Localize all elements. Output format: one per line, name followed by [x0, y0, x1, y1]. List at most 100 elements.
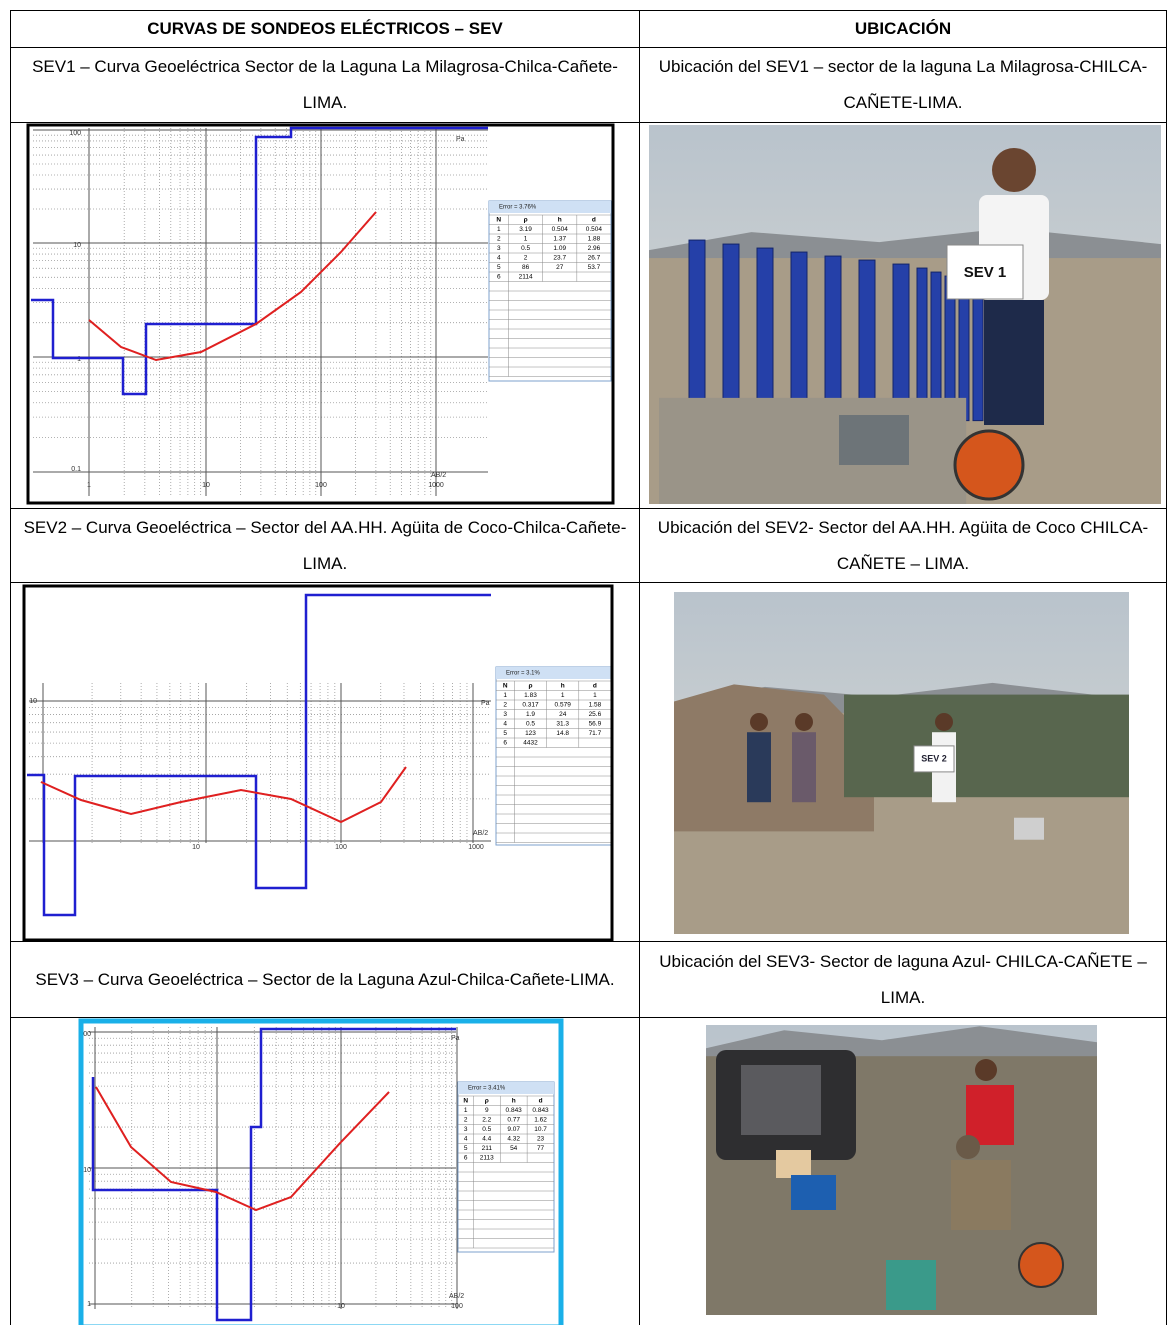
- inset-col-header: ρ: [485, 1097, 489, 1104]
- inset-cell: 4: [464, 1135, 468, 1142]
- screenshot-border: [22, 584, 614, 941]
- inset-title: Error = 3.41%: [468, 1086, 506, 1092]
- inset-cell: 2.2: [482, 1116, 491, 1123]
- head: [975, 1059, 997, 1081]
- inset-cell: 0.843: [506, 1107, 523, 1114]
- inset-cell: 1.88: [588, 235, 601, 242]
- inset-cell: 26.7: [588, 254, 601, 261]
- inset-col-header: N: [463, 1097, 468, 1104]
- inset-cell: 0.5: [526, 720, 535, 727]
- blue-post: [892, 263, 910, 422]
- inset-cell: 1.58: [589, 701, 602, 708]
- inset-cell: 56.9: [589, 720, 602, 727]
- inset-cell: 1: [524, 235, 528, 242]
- inset-titlebar: [496, 667, 611, 679]
- y-tick-label: 100: [69, 130, 81, 137]
- inset-col-header: ρ: [528, 682, 532, 689]
- inset-col-header: ρ: [524, 216, 528, 223]
- layer-model: [91, 1027, 456, 1322]
- cable-reel: [1018, 1242, 1064, 1288]
- x-tick-label: 1000: [428, 482, 444, 489]
- y-axis-label: Pa: [456, 136, 465, 143]
- caption: SEV2 – Curva Geoeléctrica – Sector del A…: [10, 508, 640, 583]
- inset-cell: 2114: [519, 273, 533, 280]
- cooler: [791, 1175, 836, 1210]
- inset-window: [457, 1081, 555, 1253]
- inset-window: [495, 666, 612, 846]
- geoelectric-curve: 10 100 1000 10 AB/2 Pa Error = 3.1% N ρ h d 1 1.83 1 1…: [22, 584, 614, 941]
- inset-cell: 0.5: [482, 1126, 491, 1133]
- blue-post: [824, 255, 842, 422]
- inset-cell: 25.6: [589, 711, 602, 718]
- inset-cell: 1: [561, 692, 565, 699]
- x-tick-label: 10: [337, 1303, 345, 1310]
- inset-cell: 0.5: [521, 245, 530, 252]
- layer-model: [27, 593, 491, 917]
- x-tick-label: 100: [315, 482, 327, 489]
- inset-cell: 0.317: [522, 701, 539, 708]
- inset-col-header: d: [539, 1097, 543, 1104]
- blue-post: [688, 239, 706, 422]
- x-tick-label: 10: [192, 844, 200, 851]
- inset-cell: 14.8: [556, 730, 569, 737]
- inset-cell: 3: [464, 1126, 468, 1133]
- sign: [913, 745, 955, 773]
- x-axis-label: AB/2: [473, 830, 488, 837]
- inset-cell: 1.9: [526, 711, 535, 718]
- inset-title: Error = 3.1%: [506, 671, 541, 677]
- person-seated: [951, 1160, 1011, 1230]
- photo: [706, 1025, 1097, 1315]
- inset-cell: 9: [485, 1107, 489, 1114]
- inset-cell: 27: [556, 264, 564, 271]
- inset-cell: 3: [497, 245, 501, 252]
- inset-cell: 2: [497, 235, 501, 242]
- head: [935, 712, 953, 731]
- inset-titlebar: [489, 201, 611, 213]
- head: [795, 712, 813, 731]
- inset-cell: 54: [510, 1145, 518, 1152]
- inset-cell: 1: [464, 1107, 468, 1114]
- y-axis-label: Pa: [451, 1035, 460, 1042]
- photo-cell: [639, 1017, 1167, 1325]
- inset-cell: 4.4: [482, 1135, 491, 1142]
- inset-cell: 2: [524, 254, 528, 261]
- photo: SEV 1: [649, 125, 1161, 504]
- inset-cell: 0.77: [507, 1116, 520, 1123]
- inset-col-header: h: [512, 1097, 516, 1104]
- inset-cell: 6: [464, 1154, 468, 1161]
- head: [992, 148, 1036, 192]
- sev-table: CURVAS DE SONDEOS ELÉCTRICOS – SEV UBICA…: [10, 10, 1167, 1325]
- fitted-curve: [95, 1086, 390, 1212]
- equipment: [839, 415, 909, 465]
- photo: SEV 2: [674, 592, 1129, 934]
- inset-cell: 1: [497, 226, 501, 233]
- inset-cell: 31.3: [556, 720, 569, 727]
- rubble: [674, 684, 874, 832]
- trousers: [984, 300, 1044, 425]
- tarp: [844, 694, 1129, 798]
- inset-cell: 3.19: [519, 226, 532, 233]
- y-tick-label: 10: [83, 1167, 91, 1174]
- inset-cell: 5: [464, 1145, 468, 1152]
- inset-cell: 86: [522, 264, 530, 271]
- photo-cell: SEV 2: [639, 582, 1167, 942]
- sign: [946, 244, 1024, 300]
- head: [750, 712, 768, 731]
- inset-cell: 123: [525, 730, 536, 737]
- y-tick-label: 1: [87, 1301, 91, 1308]
- person-red: [966, 1085, 1014, 1145]
- caption: Ubicación del SEV1 – sector de la laguna…: [639, 47, 1167, 123]
- blue-post: [858, 259, 876, 422]
- inset-cell: 4: [497, 254, 501, 261]
- inset-col-header: N: [503, 682, 508, 689]
- fitted-curve: [88, 211, 377, 362]
- fitted-curve: [40, 766, 407, 824]
- inset-cell: 23.7: [553, 254, 566, 261]
- geoelectric-curve: 1 10 100 1000 100 10 1 0.1 AB/2 Pa Error = 3.76% N ρ…: [26, 123, 615, 505]
- inset-cell: 211: [482, 1145, 493, 1152]
- jerrycan: [886, 1260, 936, 1310]
- inset-cell: 1.37: [553, 235, 566, 242]
- x-tick-label: 1: [87, 482, 91, 489]
